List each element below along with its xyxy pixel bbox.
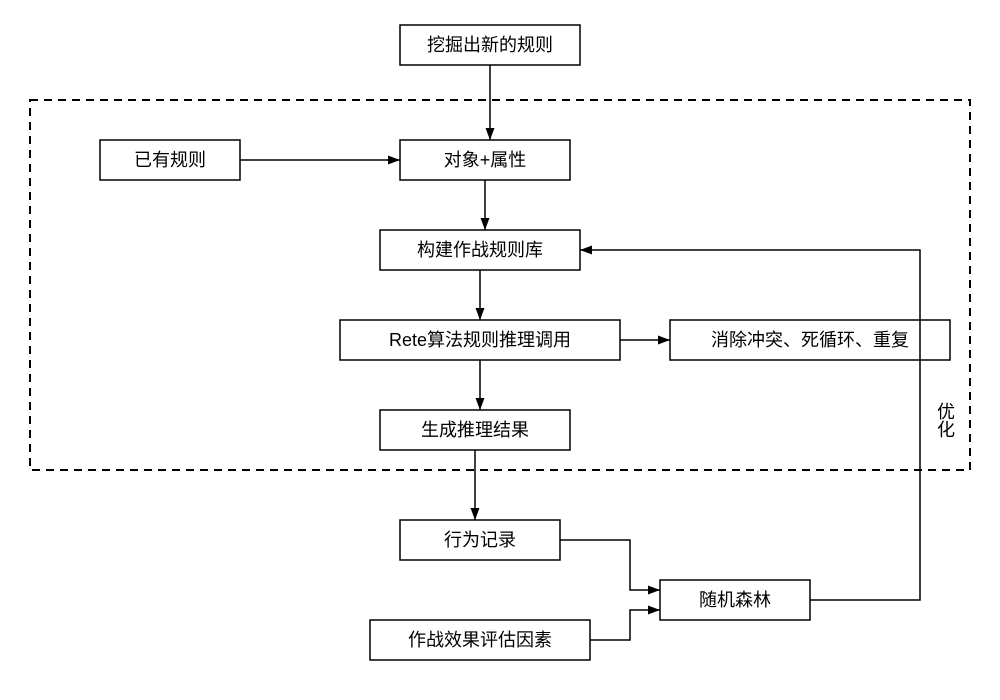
edge-n9-n10 — [590, 610, 660, 640]
flowchart-canvas: 挖掘出新的规则已有规则 对象+属性构建作战规则库 Rete算法规则推理调用 消除冲突、… — [0, 0, 1000, 700]
node-label-n8: 行为记录 — [444, 530, 516, 550]
edge-n10-n4 — [580, 250, 920, 600]
node-label-n4: 构建作战规则库 — [417, 240, 543, 260]
node-label-n5: Rete算法规则推理调用 — [389, 330, 571, 350]
feedback-label: 优化 — [935, 402, 955, 438]
node-label-n1: 挖掘出新的规则 — [427, 35, 553, 55]
edge-n8-n10 — [560, 540, 660, 590]
node-label-n9: 作战效果评估因素 — [408, 630, 552, 650]
node-label-n7: 生成推理结果 — [421, 420, 529, 440]
node-label-n10: 随机森林 — [699, 590, 771, 610]
node-label-n2: 已有规则 — [134, 150, 206, 170]
node-label-n6: 消除冲突、死循环、重复 — [711, 330, 909, 350]
node-label-n3: 对象+属性 — [444, 150, 527, 170]
